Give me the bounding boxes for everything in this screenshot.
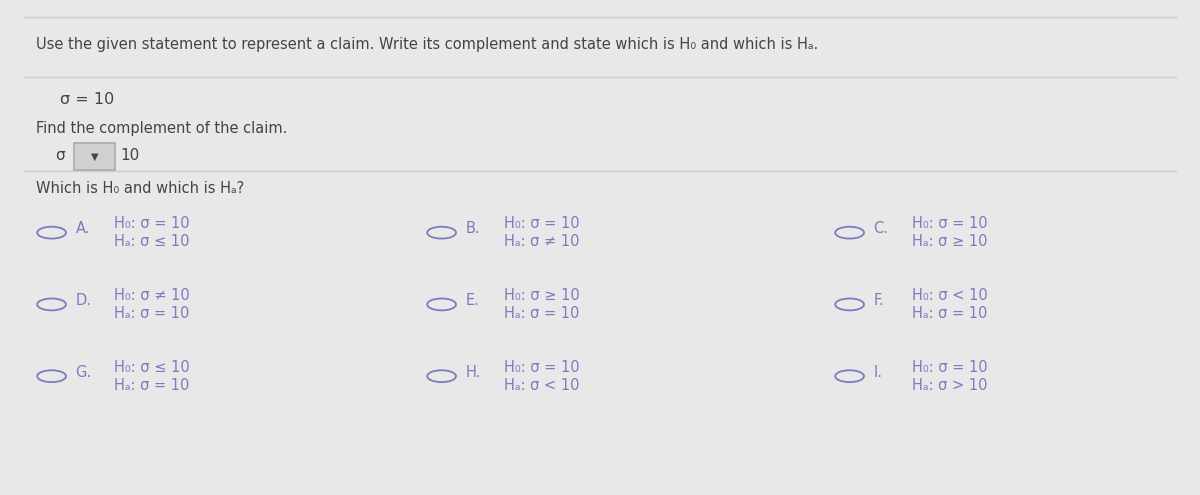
Text: H₀: σ = 10: H₀: σ = 10 (504, 360, 580, 375)
Text: H₀: σ ≠ 10: H₀: σ ≠ 10 (114, 288, 190, 303)
Text: σ = 10: σ = 10 (60, 92, 114, 106)
Text: Hₐ: σ = 10: Hₐ: σ = 10 (912, 306, 988, 321)
Text: A.: A. (76, 221, 90, 236)
Text: H.: H. (466, 365, 481, 380)
Text: Hₐ: σ > 10: Hₐ: σ > 10 (912, 378, 988, 393)
Text: C.: C. (874, 221, 888, 236)
Text: Hₐ: σ ≥ 10: Hₐ: σ ≥ 10 (912, 234, 988, 249)
Text: D.: D. (76, 293, 91, 308)
Text: H₀: σ = 10: H₀: σ = 10 (504, 216, 580, 231)
Text: Hₐ: σ = 10: Hₐ: σ = 10 (504, 306, 580, 321)
Text: 10: 10 (120, 148, 139, 163)
Text: Hₐ: σ ≠ 10: Hₐ: σ ≠ 10 (504, 234, 580, 249)
Text: I.: I. (874, 365, 883, 380)
Text: Hₐ: σ < 10: Hₐ: σ < 10 (504, 378, 580, 393)
Text: σ: σ (55, 148, 65, 163)
Text: H₀: σ = 10: H₀: σ = 10 (912, 216, 988, 231)
Text: H₀: σ = 10: H₀: σ = 10 (114, 216, 190, 231)
Text: H₀: σ = 10: H₀: σ = 10 (912, 360, 988, 375)
Text: G.: G. (76, 365, 91, 380)
Text: Find the complement of the claim.: Find the complement of the claim. (36, 121, 287, 136)
Text: H₀: σ ≥ 10: H₀: σ ≥ 10 (504, 288, 580, 303)
Text: Hₐ: σ = 10: Hₐ: σ = 10 (114, 378, 190, 393)
Text: E.: E. (466, 293, 480, 308)
Text: H₀: σ < 10: H₀: σ < 10 (912, 288, 988, 303)
Text: Hₐ: σ ≤ 10: Hₐ: σ ≤ 10 (114, 234, 190, 249)
FancyBboxPatch shape (74, 143, 115, 170)
Text: B.: B. (466, 221, 480, 236)
Text: Hₐ: σ = 10: Hₐ: σ = 10 (114, 306, 190, 321)
Text: F.: F. (874, 293, 884, 308)
Text: Which is H₀ and which is Hₐ?: Which is H₀ and which is Hₐ? (36, 181, 245, 196)
Text: Use the given statement to represent a claim. Write its complement and state whi: Use the given statement to represent a c… (36, 37, 818, 52)
Text: ▼: ▼ (91, 151, 98, 161)
Text: H₀: σ ≤ 10: H₀: σ ≤ 10 (114, 360, 190, 375)
